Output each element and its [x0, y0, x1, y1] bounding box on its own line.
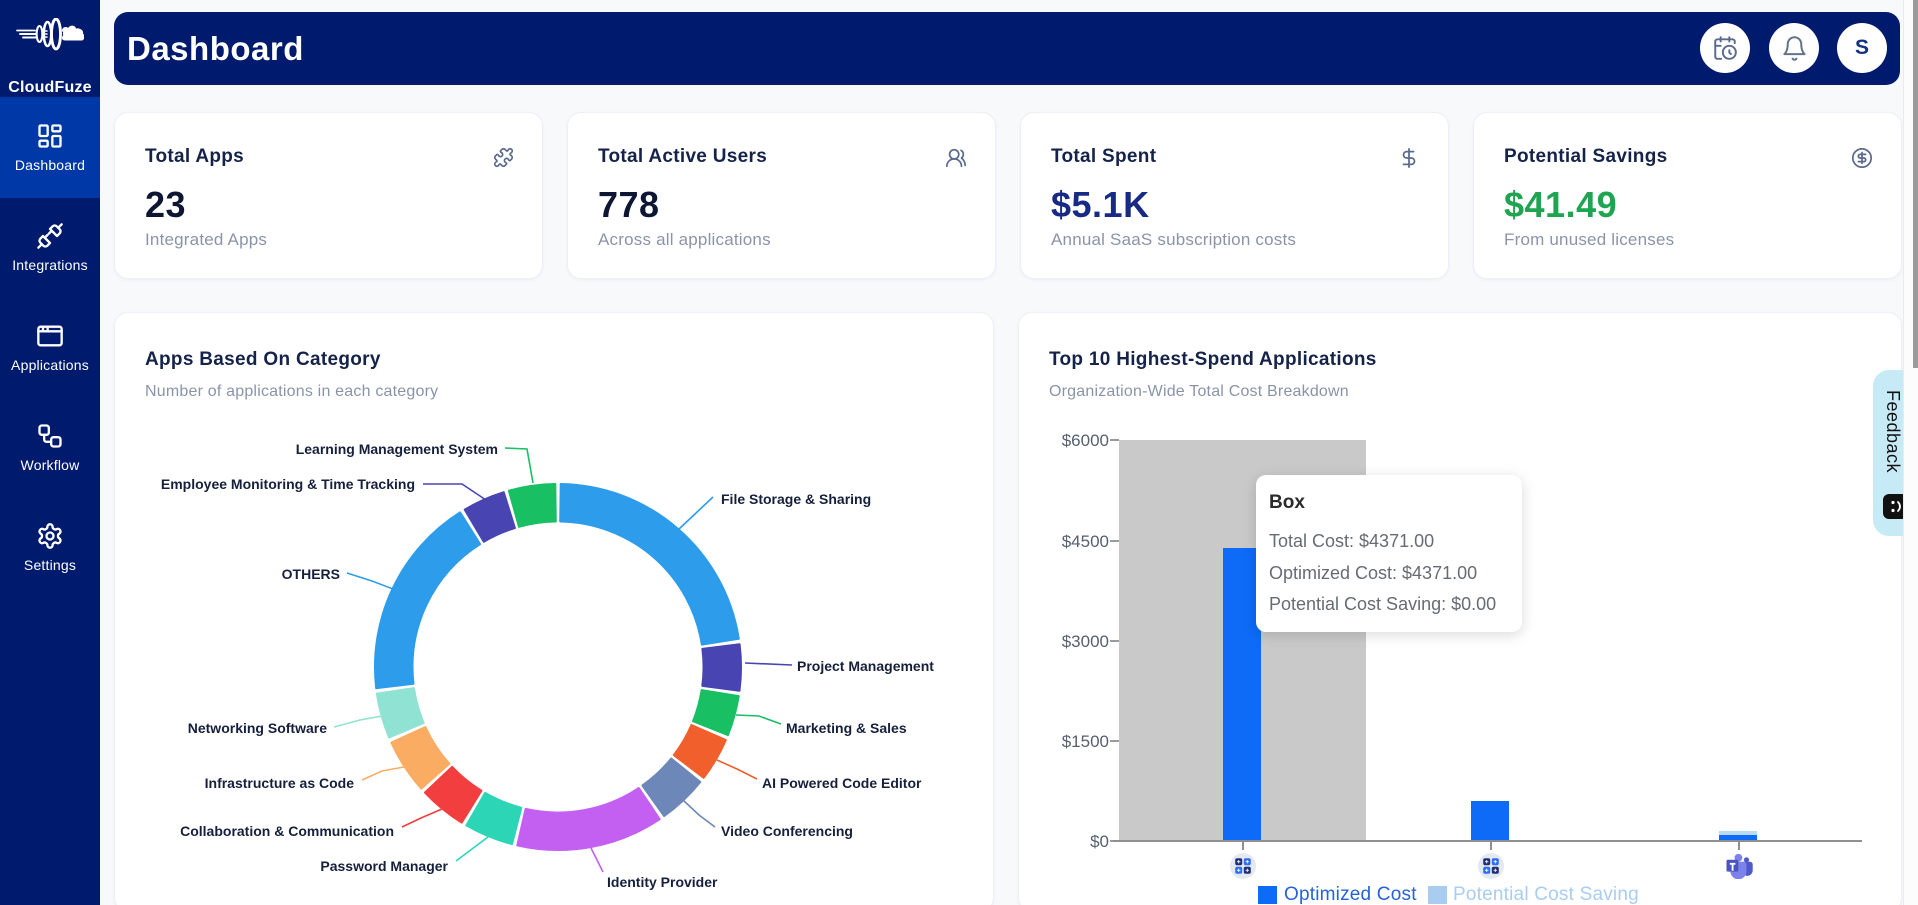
svg-text:Employee Monitoring & Time Tra: Employee Monitoring & Time Tracking [161, 476, 415, 492]
svg-text:Infrastructure as Code: Infrastructure as Code [205, 775, 355, 791]
svg-text:Marketing & Sales: Marketing & Sales [786, 720, 907, 736]
svg-text:Collaboration & Communication: Collaboration & Communication [180, 823, 394, 839]
svg-text:Networking Software: Networking Software [188, 720, 327, 736]
svg-text:Video Conferencing: Video Conferencing [721, 823, 853, 839]
svg-text:AI Powered Code Editor: AI Powered Code Editor [762, 775, 922, 791]
svg-text:Identity Provider: Identity Provider [607, 874, 718, 890]
svg-text:Learning Management System: Learning Management System [296, 441, 498, 457]
svg-text:OTHERS: OTHERS [282, 566, 340, 582]
svg-text:Project Management: Project Management [797, 658, 934, 674]
svg-text:File Storage & Sharing: File Storage & Sharing [721, 491, 871, 507]
svg-text:Password Manager: Password Manager [320, 858, 448, 874]
